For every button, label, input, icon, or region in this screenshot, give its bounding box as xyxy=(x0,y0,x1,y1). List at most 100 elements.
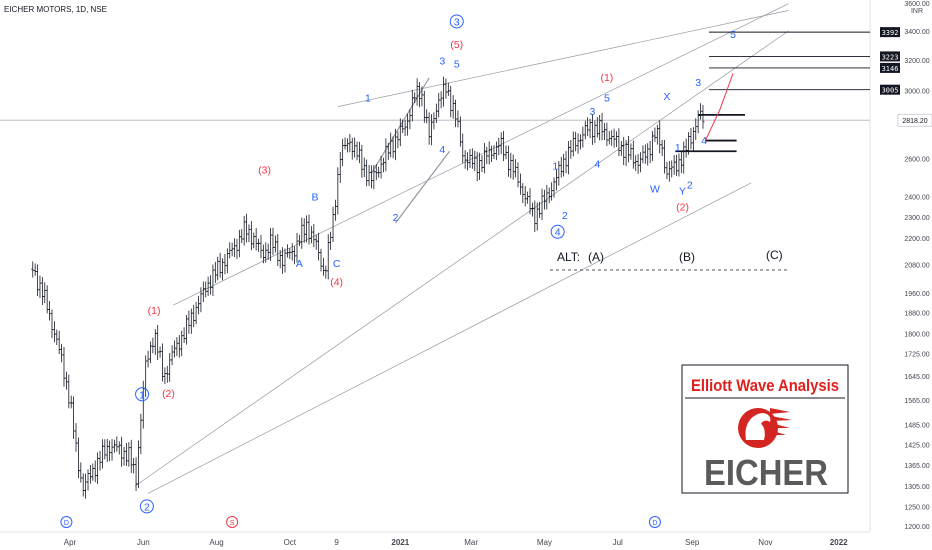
wave-label: 1 xyxy=(139,389,145,401)
x-tick-label: May xyxy=(537,538,552,547)
alt-wave-b: (B) xyxy=(679,250,695,264)
x-tick-labels: Apr Jun Aug Oct 9 2021 Mar May Jul Sep Nov 2022 xyxy=(64,538,848,547)
analysis-panel: Elliott Wave Analysis EICHER xyxy=(681,364,849,494)
wave-label: Y xyxy=(679,186,686,198)
wave-label: W xyxy=(650,184,660,196)
x-tick-label: 2021 xyxy=(391,538,409,547)
wave-label: 4 xyxy=(555,227,561,239)
wave-label: X xyxy=(663,91,670,103)
horizontal-lines[interactable] xyxy=(0,31,870,153)
wave-label-circle xyxy=(449,14,464,29)
panel-title: Elliott Wave Analysis xyxy=(691,376,839,395)
price-tag xyxy=(880,27,900,38)
wave-label: C xyxy=(333,258,341,270)
wave-label: 4 xyxy=(594,159,600,171)
x-tick-label: Oct xyxy=(284,538,297,547)
wave-label: (1) xyxy=(600,72,613,84)
y-tick-label: 1200.00 xyxy=(904,524,929,531)
wave-label: 1 xyxy=(552,161,558,173)
wave-label: 2 xyxy=(393,212,399,224)
y-tick-label: 3000.00 xyxy=(904,88,929,95)
trend-channels[interactable] xyxy=(134,3,789,494)
wave-label: 4 xyxy=(701,135,707,147)
y-tick-label: 1250.00 xyxy=(904,505,929,512)
event-marker[interactable] xyxy=(648,516,661,528)
event-marker[interactable] xyxy=(60,516,73,528)
x-tick-label: 2022 xyxy=(830,538,848,547)
wave-label: 1 xyxy=(675,142,681,154)
alt-label: ALT: xyxy=(557,250,580,264)
wave-label: (5) xyxy=(450,39,463,51)
wave-label: 2 xyxy=(144,501,150,513)
price-tag-label: 3392 xyxy=(882,29,899,37)
wave-label: B xyxy=(312,192,319,204)
wave-label: 5 xyxy=(604,93,610,105)
wave-label-circle xyxy=(550,224,565,239)
y-tick-label: 2300.00 xyxy=(904,215,929,222)
wave-label-circle xyxy=(139,499,154,514)
wave-label: 2 xyxy=(562,210,568,222)
trend-channel-line[interactable] xyxy=(147,182,752,494)
wave-label: (3) xyxy=(258,164,271,176)
price-tag xyxy=(880,84,900,95)
time-axis[interactable]: Apr Jun Aug Oct 9 2021 Mar May Jul Sep Nov 2022 xyxy=(0,531,870,547)
wave-label: 5 xyxy=(454,58,460,70)
y-tick-label: 3200.00 xyxy=(904,58,929,65)
wave-label: (2) xyxy=(162,388,175,400)
x-tick-label: Aug xyxy=(209,538,223,547)
y-tick-label: 1565.00 xyxy=(904,398,929,405)
panel-brand: EICHER xyxy=(704,452,828,493)
wave-label: 3 xyxy=(439,55,445,67)
wave-label: 3 xyxy=(590,106,596,118)
x-tick-label: Apr xyxy=(64,538,77,547)
y-tick-labels: 3400.003200.003000.002800.002600.002400.… xyxy=(904,29,929,531)
current-price-tag xyxy=(897,113,932,127)
price-tag-label: 3223 xyxy=(882,53,899,61)
price-tag xyxy=(880,51,900,62)
y-tick-label: 1960.00 xyxy=(904,291,929,298)
current-price-label: 2818.20 xyxy=(902,118,927,125)
event-marker-label: S xyxy=(230,520,235,527)
y-tick-label: 1485.00 xyxy=(904,423,929,430)
x-tick-label: Mar xyxy=(464,538,478,547)
price-tag-label: 3146 xyxy=(882,65,899,73)
alt-count: ALT: (A) (B) (C) xyxy=(550,248,790,271)
wave-label: 5 xyxy=(730,29,736,41)
price-axis-unit: INR xyxy=(911,8,923,15)
wave-connector-line[interactable] xyxy=(395,150,451,224)
eicher-horse-logo-icon xyxy=(738,408,792,448)
y-tick-label: 1800.00 xyxy=(904,331,929,338)
y-tick-label: 2080.00 xyxy=(904,263,929,270)
trend-channel-line[interactable] xyxy=(337,10,789,107)
y-tick-label: 2200.00 xyxy=(904,236,929,243)
x-tick-label: 9 xyxy=(334,538,339,547)
projection-path[interactable] xyxy=(704,73,734,141)
price-axis-top-tick: 3600.00 xyxy=(904,1,929,8)
price-axis[interactable]: 3600.00 INR 3400.003200.003000.002800.00… xyxy=(869,0,930,532)
x-tick-label: Sep xyxy=(685,538,700,547)
event-marker[interactable] xyxy=(226,516,239,528)
wave-label: 3 xyxy=(454,16,460,28)
alt-wave-c: (C) xyxy=(766,248,783,262)
wave-label: 1 xyxy=(365,93,371,105)
trend-channel-line[interactable] xyxy=(134,30,789,487)
wave-label-circle xyxy=(135,387,150,402)
wave-label: A xyxy=(296,258,303,270)
event-marker-label: D xyxy=(64,520,69,527)
wave-label: (4) xyxy=(330,277,343,289)
y-tick-label: 1645.00 xyxy=(904,374,929,381)
x-tick-label: Jun xyxy=(137,538,150,547)
y-tick-label: 1725.00 xyxy=(904,352,929,359)
y-tick-label: 1425.00 xyxy=(904,442,929,449)
y-tick-label: 1880.00 xyxy=(904,311,929,318)
trend-channel-line[interactable] xyxy=(173,3,789,306)
price-tags: 3392 3223 3146 3005 2818.20 xyxy=(880,27,932,127)
price-tag-label: 3005 xyxy=(882,87,899,95)
y-tick-label: 2400.00 xyxy=(904,195,929,202)
alt-wave-a: (A) xyxy=(588,250,604,264)
wave-label: 2 xyxy=(687,180,693,192)
wave-label: 4 xyxy=(439,144,445,156)
y-tick-label: 1305.00 xyxy=(904,484,929,491)
